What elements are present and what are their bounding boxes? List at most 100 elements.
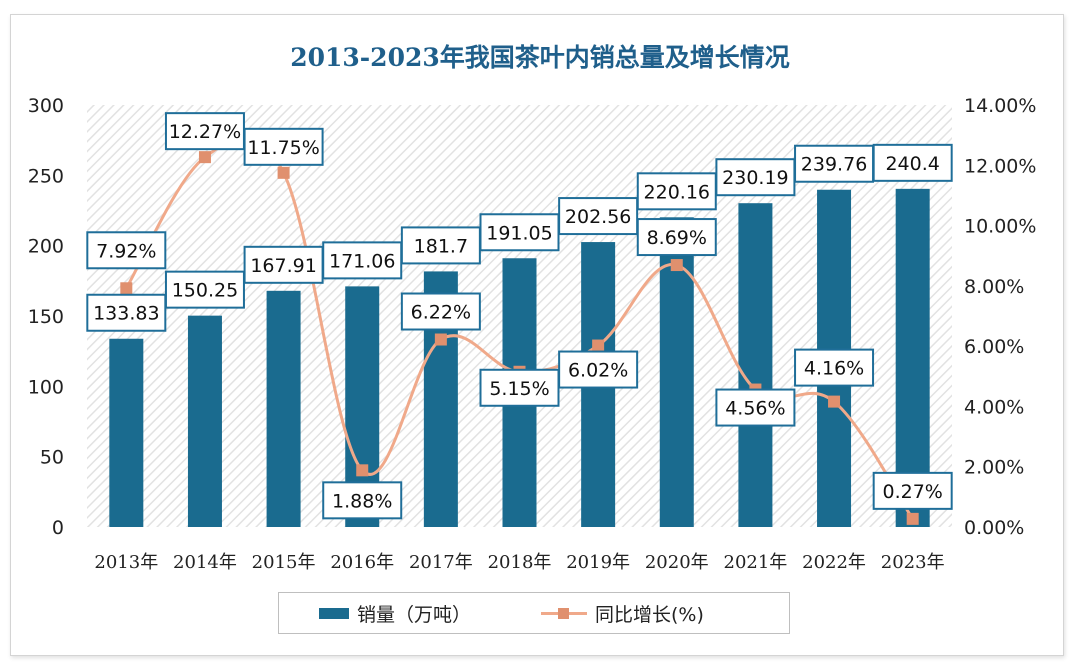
bar (895, 188, 930, 527)
bar-data-label-box (794, 144, 875, 183)
x-tick-label: 2018年 (488, 552, 552, 573)
line-data-label-box (86, 231, 167, 270)
legend-label-growth: 同比增长(%) (595, 603, 704, 626)
line-data-label-text: 12.27% (169, 121, 241, 143)
bar-data-label-text: 167.91 (250, 255, 316, 277)
bar-data-label: 230.19 (715, 158, 796, 197)
bar-data-label: 181.7 (400, 226, 481, 265)
bar-data-label: 239.76 (794, 144, 875, 183)
y-right-tick-label: 10.00% (964, 216, 1036, 238)
line-data-label-text: 6.22% (411, 302, 471, 324)
legend-label-sales: 销量（万吨） (357, 603, 472, 626)
y-right-tick-label: 8.00% (964, 276, 1024, 298)
bar-data-label-text: 150.25 (172, 280, 238, 302)
x-tick-label: 2022年 (802, 552, 866, 573)
bar (109, 338, 144, 527)
legend-item-growth: 同比增长(%) (541, 593, 704, 633)
line-data-label-text: 4.56% (725, 398, 785, 420)
legend: 销量（万吨） 同比增长(%) (278, 592, 790, 634)
bar-data-label-box (715, 158, 796, 197)
line-data-label: 11.75% (243, 127, 324, 166)
line-data-label: 1.88% (322, 481, 403, 520)
bar-data-label: 133.83 (86, 293, 167, 332)
line-data-label: 4.16% (794, 348, 875, 387)
bar-data-label-text: 220.16 (644, 181, 710, 203)
line-data-label-box (636, 218, 717, 257)
line-point (906, 512, 919, 525)
bar-data-label-text: 240.4 (885, 153, 939, 175)
line-data-label-text: 6.02% (568, 360, 628, 382)
legend-item-sales: 销量（万吨） (319, 593, 471, 633)
line-data-label-box (400, 292, 481, 331)
line-data-label: 7.92% (86, 231, 167, 270)
line-point (277, 166, 290, 179)
line-data-label: 12.27% (164, 112, 245, 151)
line-data-label-box (794, 348, 875, 387)
line-point (120, 282, 133, 295)
line-data-label-text: 1.88% (332, 490, 392, 512)
bar-data-label-box (243, 245, 324, 284)
y-left-tick-label: 0 (52, 517, 64, 539)
bar-data-label-box (86, 293, 167, 332)
bar-data-label: 220.16 (636, 172, 717, 211)
legend-bar-swatch (319, 607, 349, 619)
legend-line-swatch (541, 606, 587, 620)
y-left-tick-label: 150 (28, 306, 64, 328)
x-tick-label: 2016年 (330, 552, 394, 573)
line-point (356, 464, 369, 477)
line-data-label: 6.22% (400, 292, 481, 331)
y-right-tick-label: 14.00% (964, 95, 1036, 117)
bar-data-label-text: 202.56 (565, 206, 631, 228)
x-tick-label: 2017年 (409, 552, 473, 573)
line-data-label: 0.27% (872, 471, 953, 510)
bar-data-label-box (872, 143, 953, 182)
y-right-tick-label: 2.00% (964, 457, 1024, 479)
y-right-tick-label: 4.00% (964, 396, 1024, 418)
line-data-label-box (558, 350, 639, 389)
bar-data-label-box (558, 197, 639, 236)
x-tick-label: 2021年 (724, 552, 788, 573)
bar-data-label-box (479, 213, 560, 252)
y-left-tick-label: 50 (40, 447, 64, 469)
line-point (670, 259, 683, 272)
bar-data-label: 171.06 (322, 241, 403, 280)
y-left-tick-label: 200 (28, 236, 64, 258)
line-data-label-text: 7.92% (96, 240, 156, 262)
line-point (198, 151, 211, 164)
line-data-label-text: 8.69% (647, 227, 707, 249)
x-tick-label: 2014年 (173, 552, 237, 573)
bar-data-label: 150.25 (164, 270, 245, 309)
bar-data-label-text: 191.05 (486, 222, 552, 244)
bar-data-label: 167.91 (243, 245, 324, 284)
y-right-tick-label: 0.00% (964, 517, 1024, 539)
line-data-label-text: 11.75% (247, 137, 319, 159)
bar-data-label-box (636, 172, 717, 211)
x-tick-label: 2015年 (252, 552, 316, 573)
bar-data-label-text: 239.76 (801, 154, 867, 176)
y-right-tick-label: 12.00% (964, 155, 1036, 177)
line-data-label-box (322, 481, 403, 520)
x-tick-label: 2020年 (645, 552, 709, 573)
y-left-tick-label: 250 (28, 165, 64, 187)
bar-data-label-text: 230.19 (722, 167, 788, 189)
x-tick-label: 2019年 (566, 552, 630, 573)
x-tick-label: 2023年 (881, 552, 945, 573)
line-data-label-box (164, 112, 245, 151)
line-data-label: 8.69% (636, 218, 717, 257)
line-data-label-box (243, 127, 324, 166)
line-data-label: 4.56% (715, 388, 796, 427)
bar-data-label-text: 181.7 (414, 235, 468, 257)
y-left-tick-label: 300 (28, 95, 64, 117)
bar-data-label: 240.4 (872, 143, 953, 182)
bar (266, 290, 301, 527)
bar-data-label-box (164, 270, 245, 309)
bar (738, 203, 773, 527)
line-data-label: 5.15% (479, 368, 560, 407)
bar-data-label-text: 133.83 (93, 303, 159, 325)
line-data-label: 6.02% (558, 350, 639, 389)
chart-title: 2013-2023年我国茶叶内销总量及增长情况 (290, 43, 790, 72)
line-data-label-text: 4.16% (804, 358, 864, 380)
line-data-label-text: 0.27% (883, 481, 943, 503)
x-tick-label: 2013年 (94, 552, 158, 573)
